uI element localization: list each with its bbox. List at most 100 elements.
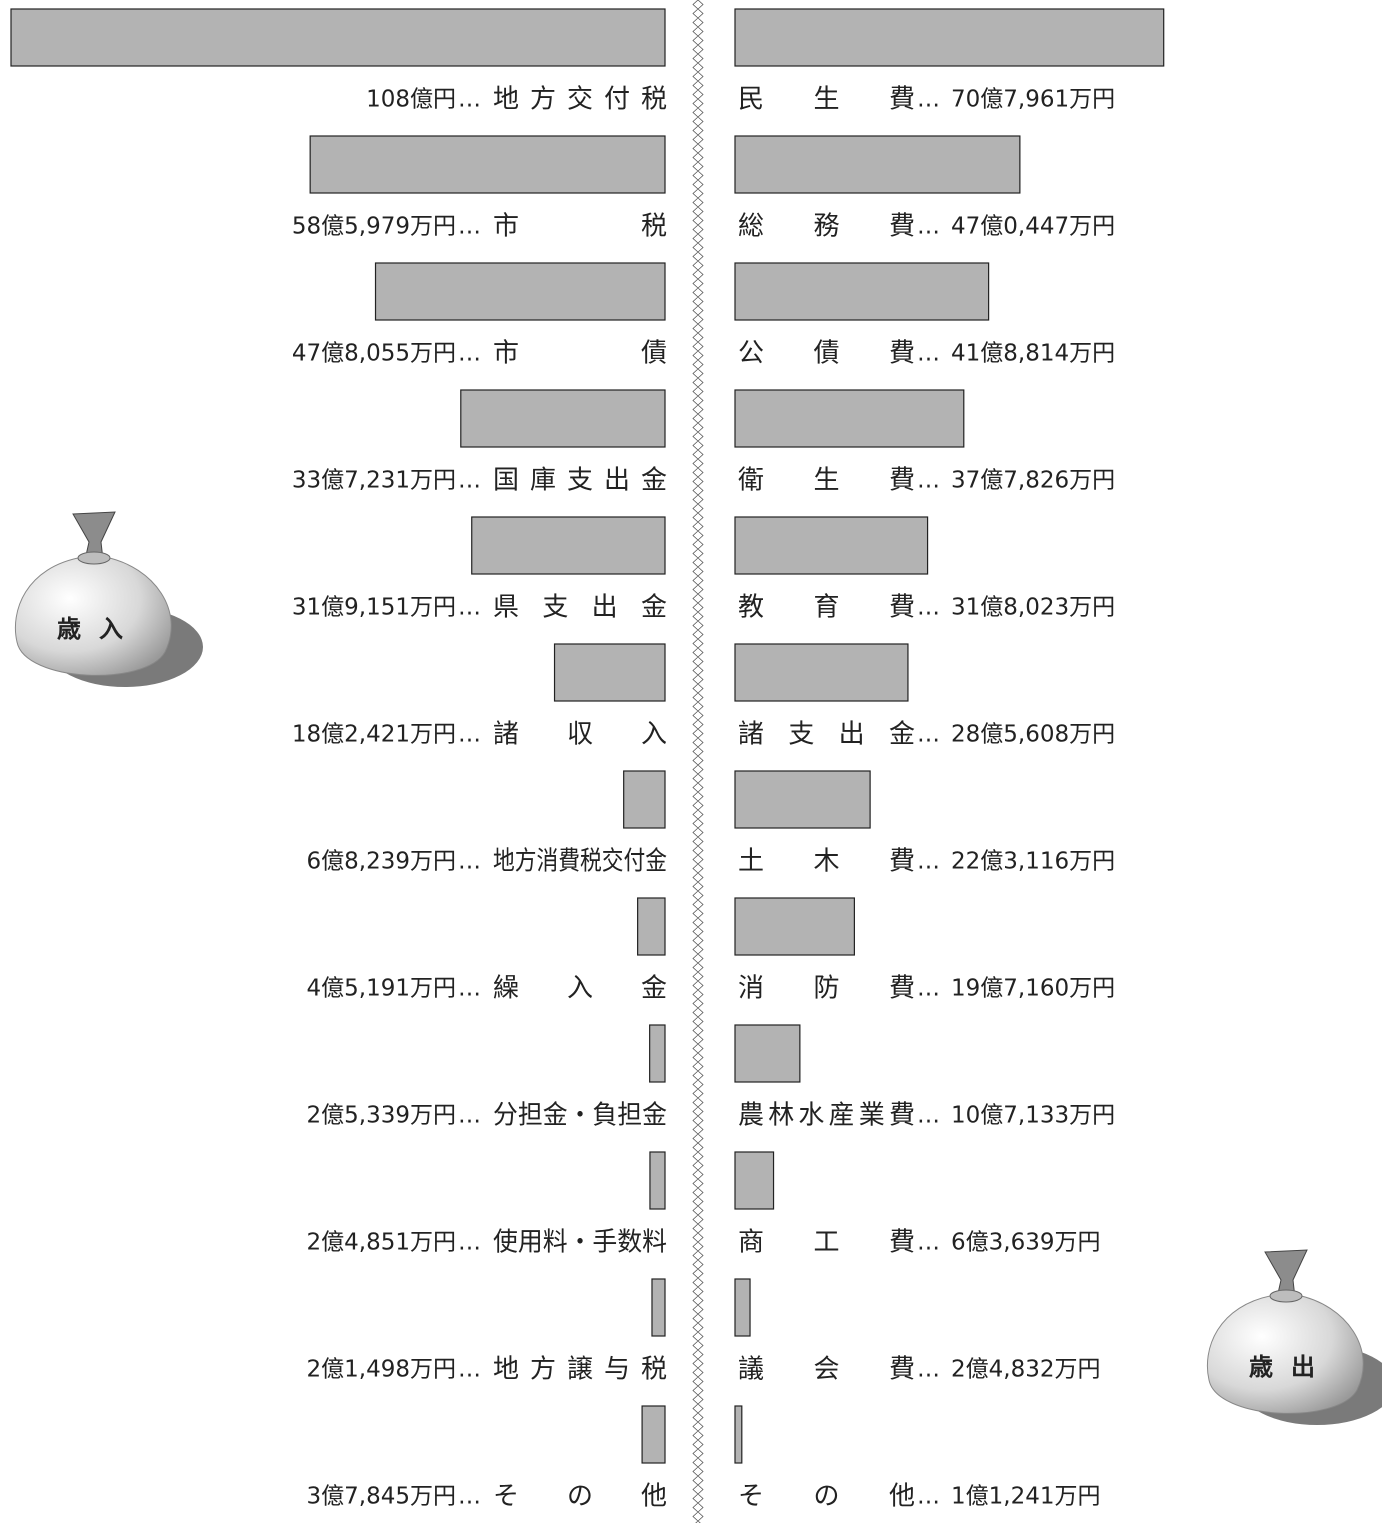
separator: …	[917, 595, 940, 621]
category-label: 公債費	[738, 339, 915, 369]
category-label: 諸収入	[493, 720, 667, 750]
category-label: 繰入金	[493, 974, 667, 1004]
bar	[734, 8, 1165, 67]
separator: …	[458, 341, 481, 367]
diamond-chain	[692, 0, 704, 1523]
separator: …	[917, 468, 940, 494]
value-label: 41億8,814万円	[951, 341, 1115, 367]
bar	[651, 1278, 666, 1337]
category-label: 教育費	[738, 593, 915, 623]
bar	[734, 770, 871, 829]
category-label: 総務費	[738, 212, 915, 242]
bar	[734, 1278, 751, 1337]
category-label: 商工費	[738, 1228, 915, 1258]
bar	[734, 643, 909, 702]
separator: …	[917, 1230, 940, 1256]
category-label: その他	[738, 1482, 915, 1512]
separator: …	[458, 1230, 481, 1256]
category-label: 土木費	[738, 847, 915, 877]
bar	[734, 1405, 743, 1464]
value-label: 58億5,979万円	[292, 214, 456, 240]
bar	[734, 389, 965, 448]
value-label: 33億7,231万円	[292, 468, 456, 494]
value-label: 31億9,151万円	[292, 595, 456, 621]
separator: …	[458, 1103, 481, 1129]
value-label: 1億1,241万円	[951, 1484, 1100, 1510]
value-label: 70億7,961万円	[951, 87, 1115, 113]
value-label: 28億5,608万円	[951, 722, 1115, 748]
bar	[623, 770, 666, 829]
category-label: 消防費	[738, 974, 915, 1004]
bar	[734, 1151, 775, 1210]
bar	[649, 1024, 666, 1083]
separator: …	[458, 722, 481, 748]
value-label: 19億7,160万円	[951, 976, 1115, 1002]
separator: …	[917, 87, 940, 113]
bar	[734, 516, 929, 575]
money-bag: 歳出	[1206, 1249, 1382, 1425]
category-label: 地方消費税交付金	[493, 847, 667, 877]
separator: …	[917, 976, 940, 1002]
value-label: 47億8,055万円	[292, 341, 456, 367]
value-label: 37億7,826万円	[951, 468, 1115, 494]
separator: …	[917, 214, 940, 240]
bag-tie	[77, 551, 111, 565]
bar	[637, 897, 666, 956]
bar	[309, 135, 666, 194]
separator: …	[458, 468, 481, 494]
separator: …	[917, 1103, 940, 1129]
bag-body	[14, 556, 172, 676]
category-label: 市債	[493, 339, 667, 369]
separator: …	[458, 1484, 481, 1510]
value-label: 47億0,447万円	[951, 214, 1115, 240]
center-divider	[692, 0, 704, 1523]
separator: …	[917, 1357, 940, 1383]
category-label: 地方譲与税	[493, 1355, 667, 1385]
bar	[553, 643, 666, 702]
value-label: 3億7,845万円	[307, 1484, 456, 1510]
bar	[734, 135, 1021, 194]
separator: …	[917, 1484, 940, 1510]
value-label: 2億1,498万円	[307, 1357, 456, 1383]
separator: …	[458, 976, 481, 1002]
category-label: 市税	[493, 212, 667, 242]
bar	[374, 262, 666, 321]
bar	[734, 1024, 801, 1083]
bar	[649, 1151, 666, 1210]
category-label: 県支出金	[493, 593, 667, 623]
money-bag: 歳入	[14, 511, 203, 687]
value-label: 10億7,133万円	[951, 1103, 1115, 1129]
bar	[734, 897, 855, 956]
separator: …	[458, 1357, 481, 1383]
bag-tie	[1269, 1289, 1303, 1303]
bar	[460, 389, 666, 448]
value-label: 2億4,832万円	[951, 1357, 1100, 1383]
separator: …	[458, 595, 481, 621]
value-label: 2億4,851万円	[307, 1230, 456, 1256]
value-label: 6億8,239万円	[307, 849, 456, 875]
category-label: その他	[493, 1482, 667, 1512]
category-label: 衛生費	[738, 466, 915, 496]
separator: …	[458, 214, 481, 240]
value-label: 6億3,639万円	[951, 1230, 1100, 1256]
bar	[10, 8, 666, 67]
separator: …	[458, 87, 481, 113]
value-label: 18億2,421万円	[292, 722, 456, 748]
category-label: 国庫支出金	[493, 466, 667, 496]
bar	[471, 516, 666, 575]
value-label: 2億5,339万円	[307, 1103, 456, 1129]
value-label: 22億3,116万円	[951, 849, 1115, 875]
separator: …	[917, 341, 940, 367]
category-label: 農林水産業費	[738, 1101, 915, 1131]
bag-body	[1206, 1294, 1364, 1414]
category-label: 分担金・負担金	[493, 1101, 667, 1131]
value-label: 4億5,191万円	[307, 976, 456, 1002]
category-label: 民生費	[738, 85, 915, 115]
category-label: 使用料・手数料	[493, 1228, 667, 1258]
separator: …	[917, 722, 940, 748]
bar	[641, 1405, 666, 1464]
category-label: 諸支出金	[738, 720, 915, 750]
value-label: 31億8,023万円	[951, 595, 1115, 621]
